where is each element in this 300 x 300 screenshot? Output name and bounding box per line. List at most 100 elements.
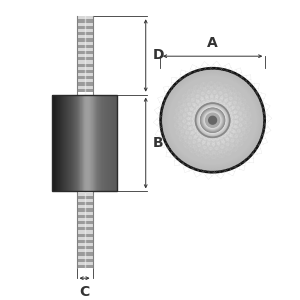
Circle shape — [169, 77, 256, 164]
Bar — [99, 94, 100, 191]
Bar — [76, 240, 92, 243]
Bar — [75, 94, 76, 191]
Bar — [76, 193, 92, 196]
Circle shape — [184, 92, 241, 149]
Bar — [76, 57, 92, 60]
Circle shape — [198, 105, 227, 135]
Bar — [55, 94, 56, 191]
Bar — [92, 94, 93, 191]
Bar — [76, 41, 92, 45]
Circle shape — [177, 84, 249, 156]
Bar — [105, 94, 106, 191]
Circle shape — [196, 103, 230, 137]
Bar — [76, 212, 92, 215]
Bar — [76, 253, 92, 256]
Circle shape — [199, 106, 227, 134]
Circle shape — [194, 101, 232, 140]
Circle shape — [189, 97, 236, 144]
Bar — [56, 94, 57, 191]
Bar — [82, 94, 83, 191]
Circle shape — [190, 98, 235, 143]
Circle shape — [205, 112, 220, 128]
Circle shape — [205, 112, 221, 128]
Bar — [104, 94, 105, 191]
Text: B: B — [153, 136, 164, 150]
Bar — [90, 94, 91, 191]
Circle shape — [181, 88, 244, 152]
Circle shape — [198, 106, 227, 135]
Circle shape — [206, 113, 220, 127]
Circle shape — [174, 82, 251, 159]
Circle shape — [197, 105, 228, 136]
Bar — [106, 94, 107, 191]
Bar — [70, 94, 71, 191]
Circle shape — [199, 107, 226, 134]
Bar — [76, 94, 77, 191]
Bar — [76, 234, 92, 237]
Bar — [61, 94, 62, 191]
Bar — [55, 94, 56, 191]
Circle shape — [200, 107, 225, 133]
Circle shape — [178, 85, 247, 155]
Bar — [109, 94, 110, 191]
Bar — [76, 45, 92, 48]
Circle shape — [178, 85, 248, 155]
Circle shape — [176, 84, 249, 157]
Circle shape — [165, 73, 260, 168]
Circle shape — [173, 80, 253, 160]
Bar — [107, 94, 108, 191]
Circle shape — [202, 110, 223, 131]
Circle shape — [199, 106, 226, 134]
Circle shape — [201, 109, 224, 131]
Circle shape — [206, 113, 220, 127]
Circle shape — [179, 87, 246, 154]
Circle shape — [190, 97, 236, 143]
Bar — [76, 16, 92, 20]
Circle shape — [201, 108, 225, 132]
Bar — [76, 64, 92, 67]
Circle shape — [196, 103, 230, 137]
Circle shape — [175, 82, 250, 158]
Bar — [69, 94, 70, 191]
Circle shape — [188, 95, 237, 145]
Circle shape — [196, 104, 229, 136]
Circle shape — [183, 90, 243, 150]
Bar — [74, 94, 75, 191]
Bar — [76, 196, 92, 199]
Bar — [87, 94, 88, 191]
Text: A: A — [207, 36, 218, 50]
Circle shape — [175, 82, 251, 158]
Bar — [58, 94, 59, 191]
Circle shape — [188, 96, 237, 145]
Bar — [76, 54, 92, 57]
Circle shape — [204, 111, 221, 129]
Circle shape — [191, 99, 234, 142]
Bar — [72, 94, 73, 191]
Circle shape — [164, 72, 261, 168]
Bar — [76, 221, 92, 224]
Bar — [52, 94, 53, 191]
Bar — [117, 94, 118, 191]
Bar — [71, 94, 72, 191]
Bar — [76, 199, 92, 202]
Circle shape — [171, 79, 254, 161]
Bar — [76, 94, 77, 191]
Circle shape — [205, 113, 220, 128]
Bar — [65, 94, 66, 191]
Bar — [53, 94, 54, 191]
Circle shape — [160, 68, 265, 173]
Bar — [76, 246, 92, 249]
Bar — [108, 94, 109, 191]
Bar — [111, 94, 112, 191]
Circle shape — [197, 105, 228, 136]
Circle shape — [203, 111, 222, 130]
Circle shape — [179, 86, 247, 154]
Bar — [113, 94, 114, 191]
Circle shape — [190, 98, 235, 142]
Bar — [94, 94, 95, 191]
Bar — [91, 94, 92, 191]
Circle shape — [169, 76, 256, 164]
Circle shape — [172, 80, 253, 160]
Circle shape — [192, 99, 233, 141]
Bar — [78, 94, 79, 191]
